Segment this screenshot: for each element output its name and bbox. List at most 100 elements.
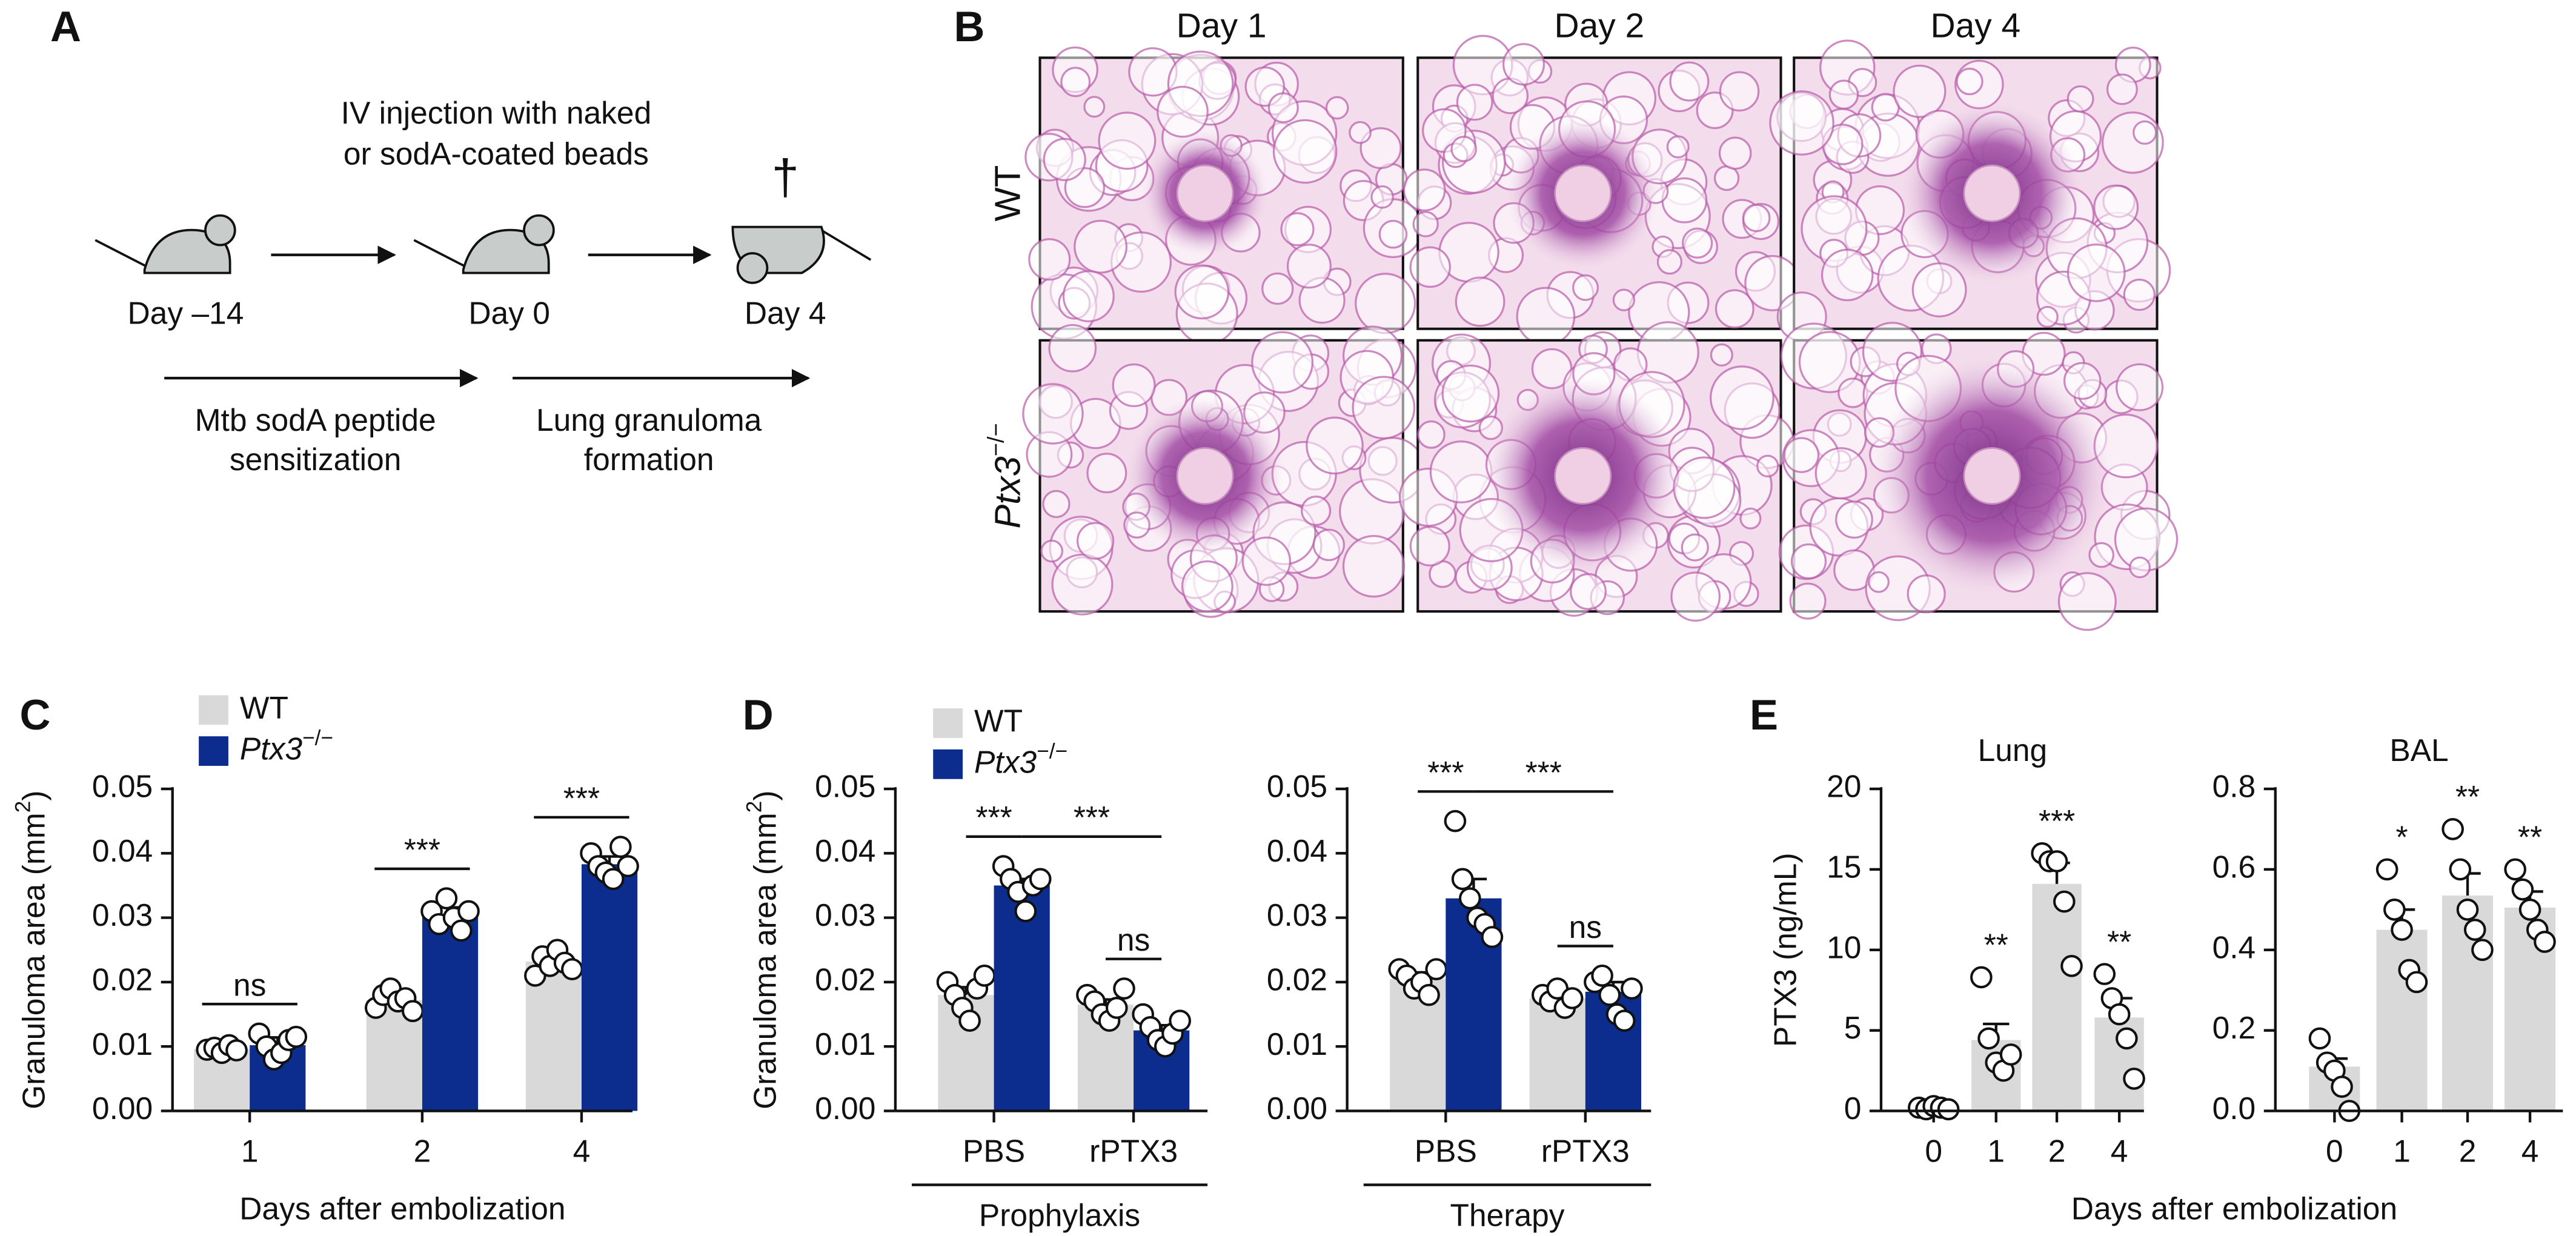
column-header: Day 2: [1554, 7, 1644, 45]
tissue-texture: [1349, 121, 1372, 144]
data-point: [2449, 858, 2472, 881]
significance-label: **: [1984, 928, 2008, 963]
x-tick-label: 1: [1987, 1134, 2005, 1169]
legend-sup: −/−: [302, 726, 333, 749]
tissue-texture: [1355, 273, 1416, 334]
tissue-texture: [1821, 248, 1874, 302]
data-point: [1451, 868, 1474, 891]
phase-text: Lung granuloma: [536, 402, 762, 437]
tissue-texture: [1051, 553, 1114, 616]
phase-text: formation: [584, 442, 714, 477]
tissue-texture: [1042, 490, 1071, 518]
data-point: [2308, 1027, 2331, 1050]
tissue-texture: [1455, 276, 1505, 327]
y-tick-label: 0.04: [1267, 833, 1327, 868]
tissue-texture: [2101, 111, 2164, 174]
tissue-texture: [1370, 185, 1394, 209]
legend-swatch: [933, 749, 963, 779]
x-tick-label: 4: [2521, 1134, 2539, 1169]
y-label-text: ): [16, 791, 51, 801]
row-sup: −/−: [984, 423, 1009, 456]
legend-name: Ptx3: [240, 731, 302, 766]
tissue-texture: [1174, 264, 1230, 320]
tissue-texture: [1112, 363, 1156, 407]
panel-label: B: [954, 2, 984, 50]
y-tick-label: 0.03: [815, 897, 875, 932]
tissue-texture: [1022, 383, 1084, 445]
tissue-texture: [1048, 324, 1097, 373]
dagger: †: [772, 150, 799, 205]
bead: [1554, 164, 1612, 222]
y-tick-label: 0.04: [92, 833, 153, 868]
data-point: [1418, 983, 1440, 1006]
panel-label: C: [20, 691, 51, 739]
y-label-sup: 2: [11, 801, 35, 813]
tissue-texture: [2057, 572, 2117, 631]
legend-name: WT: [974, 703, 1023, 738]
tissue-texture: [1325, 96, 1349, 120]
y-axis-label: PTX3 (ng/mL): [1767, 852, 1802, 1047]
data-point: [1621, 977, 1643, 1000]
y-tick-label: 0.4: [2213, 929, 2256, 965]
x-axis-label: Days after embolization: [2071, 1191, 2397, 1226]
y-tick-label: 0.01: [815, 1026, 875, 1062]
legend-label: WT: [974, 703, 1023, 738]
data-point: [2116, 1027, 2138, 1050]
legend-label: Ptx3−/−: [240, 726, 333, 766]
panel-label: E: [1750, 691, 1778, 739]
y-tick-label: 0.03: [1267, 897, 1327, 932]
histology-grid: [1022, 35, 2179, 631]
tissue-texture: [1572, 274, 1599, 301]
bead: [1176, 447, 1234, 505]
mouse: [95, 214, 236, 274]
bar: [994, 885, 1050, 1111]
y-tick-label: 5: [1844, 1010, 1862, 1045]
tissue-texture: [1681, 533, 1709, 562]
data-point: [450, 919, 473, 942]
tissue-texture: [1656, 249, 1682, 275]
x-tick-label: 0: [2326, 1134, 2343, 1169]
data-point: [1613, 1009, 1636, 1032]
tissue-texture: [2129, 556, 2151, 579]
significance-label: ns: [233, 968, 266, 1003]
tissue-texture: [1098, 111, 1157, 170]
data-point: [1977, 1027, 2000, 1050]
x-tick-label: 2: [2048, 1134, 2066, 1169]
tissue-texture: [2063, 362, 2102, 400]
x-tick-label: 1: [241, 1134, 259, 1169]
tissue-texture: [1907, 574, 1946, 614]
tissue-texture: [1790, 543, 1827, 580]
data-point: [1459, 887, 1481, 910]
significance-label: ***: [976, 800, 1012, 835]
data-point: [1598, 983, 1621, 1006]
tissue-texture: [1814, 447, 1867, 500]
data-point: [1169, 1009, 1192, 1032]
tissue-texture: [1502, 43, 1545, 86]
y-tick-label: 20: [1827, 769, 1861, 804]
significance-label: **: [2518, 820, 2542, 855]
y-tick-label: 0.04: [815, 833, 875, 868]
tissue-texture: [2036, 305, 2059, 328]
tissue-texture: [1342, 534, 1406, 598]
tissue-texture: [1083, 96, 1106, 118]
bar: [1529, 998, 1585, 1111]
data-point: [1014, 900, 1037, 923]
tissue-texture: [1893, 64, 1947, 118]
row-label: Ptx3−/−: [984, 423, 1028, 528]
x-tick-label: 1: [2393, 1134, 2411, 1169]
significance-label: ***: [1525, 755, 1562, 790]
tissue-texture: [1301, 495, 1332, 527]
y-tick-label: 15: [1827, 849, 1861, 885]
y-tick-label: 0.02: [92, 962, 153, 997]
significance-label: ns: [1117, 922, 1150, 957]
tissue-texture: [1429, 440, 1493, 503]
y-label-text: Granuloma area (mm: [747, 812, 782, 1109]
significance-label: ***: [404, 832, 440, 867]
tissue-texture: [2066, 85, 2094, 113]
bead: [1554, 447, 1612, 505]
significance-label: ***: [1074, 800, 1110, 835]
data-point: [2093, 963, 2116, 985]
data-point: [2442, 818, 2464, 840]
legend-swatch: [199, 695, 228, 725]
